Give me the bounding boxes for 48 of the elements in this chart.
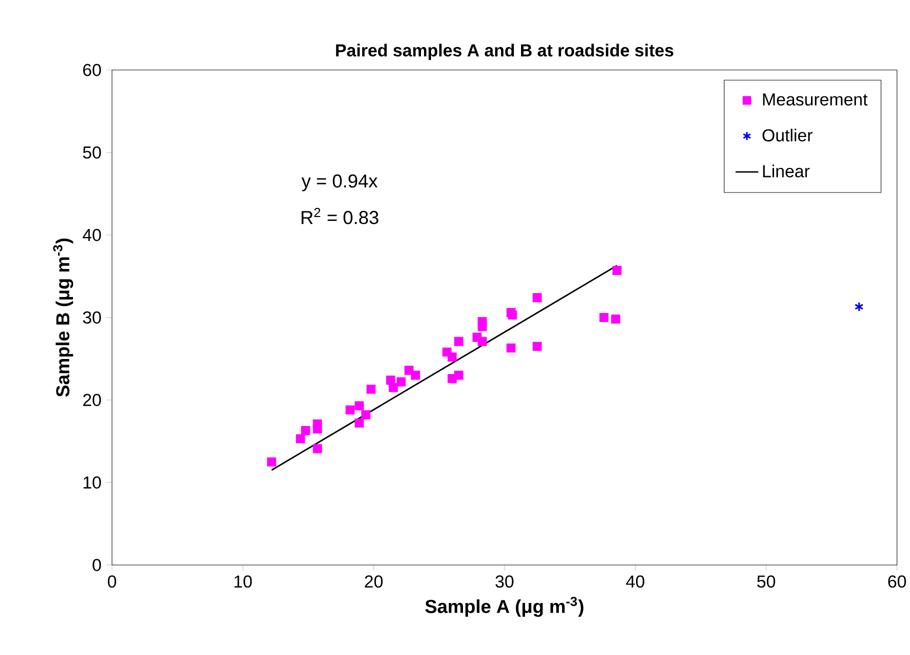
point: [366, 384, 376, 394]
x-tick-label: 50: [757, 575, 776, 588]
point: [267, 457, 276, 466]
point: [312, 444, 322, 454]
x-tick-label: 0: [108, 575, 116, 588]
x-tick-label: 10: [234, 575, 252, 588]
point: [301, 426, 310, 436]
y-tick-label: 10: [84, 476, 101, 489]
legend-label: Outlier: [762, 128, 812, 142]
point: [396, 377, 406, 386]
y-tick-label: 30: [82, 311, 101, 324]
point: [612, 266, 622, 275]
point: [508, 310, 517, 320]
point: [354, 401, 364, 410]
point: [296, 434, 305, 444]
legend-label: Linear: [763, 164, 810, 178]
point: [611, 314, 620, 324]
y-axis-title: Sample B (μg m$^{-3}$): [53, 238, 74, 397]
point: [312, 419, 322, 428]
x-axis-title: Sample A (μg m$^{-3}$): [425, 596, 584, 617]
legend-label: Measurement: [763, 94, 868, 106]
point: [532, 342, 542, 351]
point: [411, 370, 420, 380]
x-tick-label: 30: [496, 575, 514, 588]
point: [354, 418, 364, 428]
point: [506, 343, 516, 353]
point: [448, 352, 457, 362]
point: [599, 312, 608, 322]
point: [388, 383, 398, 392]
point: [361, 410, 370, 420]
point: [478, 322, 487, 332]
chart-title: Paired samples A and B at roadside sites: [336, 44, 674, 60]
y-tick-label: 50: [83, 146, 101, 159]
y-tick-label: 0: [92, 558, 101, 572]
annotation: y = 0.94x: [302, 174, 378, 192]
point: [346, 405, 355, 414]
y-tick-label: 40: [82, 228, 101, 242]
annotation: R$^{2}$ = 0.83: [302, 208, 378, 224]
x-tick-label: 60: [888, 575, 906, 588]
point: [854, 302, 864, 312]
x-tick-label: 20: [364, 575, 383, 588]
x-tick-label: 40: [626, 575, 644, 588]
y-tick-label: 60: [83, 64, 101, 76]
point: [532, 293, 542, 302]
y-tick-label: 20: [83, 394, 101, 406]
point: [454, 336, 464, 346]
point: [454, 370, 464, 380]
point: [478, 336, 487, 346]
